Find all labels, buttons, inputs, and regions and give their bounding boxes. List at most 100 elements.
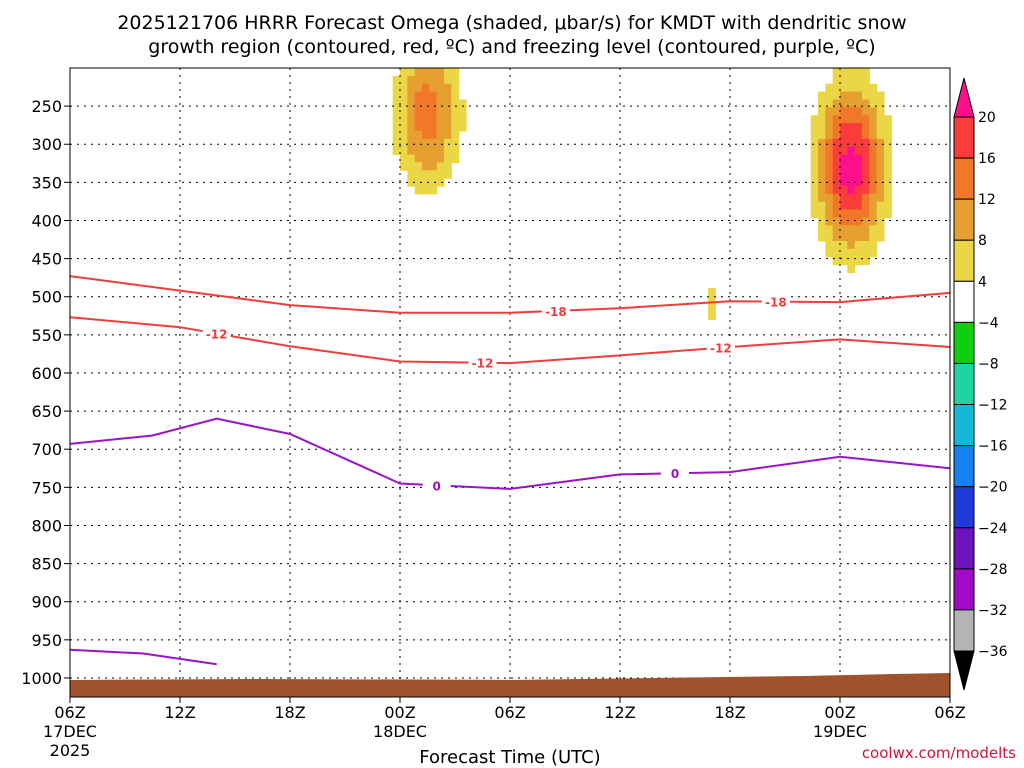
omega-cell: [429, 68, 438, 77]
omega-cell: [414, 138, 423, 148]
dgz-minus18-contour-label-bg: [761, 293, 790, 310]
omega-cell: [854, 248, 863, 258]
omega-cell: [458, 123, 467, 132]
omega-cell: [825, 170, 834, 179]
omega-cell: [847, 115, 856, 124]
omega-cell: [847, 185, 856, 195]
omega-cell: [422, 138, 430, 148]
colorbar-segment: [953, 280, 975, 323]
x-tick-label: 18Z: [274, 703, 305, 722]
omega-cell: [825, 83, 834, 93]
omega-cell: [862, 201, 870, 211]
omega-cell: [708, 288, 716, 297]
omega-cell: [422, 75, 430, 85]
omega-cell: [862, 233, 870, 242]
omega-cell: [832, 75, 841, 85]
omega-cell: [414, 107, 423, 116]
omega-cell: [810, 170, 819, 179]
omega-cell: [854, 193, 863, 203]
omega-cell: [847, 123, 856, 132]
omega-cell: [847, 99, 856, 108]
omega-cell: [847, 83, 856, 93]
omega-cell: [840, 233, 848, 242]
omega-cell: [847, 91, 856, 101]
omega-cell: [818, 130, 826, 140]
chart-title-line2: growth region (contoured, red, ºC) and f…: [148, 36, 875, 58]
omega-cell: [400, 123, 408, 132]
omega-cell: [876, 225, 885, 234]
omega-cell: [854, 162, 863, 171]
omega-cell: [451, 91, 460, 101]
omega-cell: [862, 256, 870, 266]
omega-cell: [414, 75, 423, 85]
omega-cell: [840, 201, 848, 211]
omega-cell: [825, 138, 834, 148]
omega-cell: [832, 91, 841, 101]
omega-cell: [840, 123, 848, 132]
omega-cell: [407, 178, 416, 187]
omega-cell: [869, 107, 878, 116]
omega-cell: [840, 178, 848, 187]
colorbar-tick-label: −36: [978, 644, 1008, 660]
omega-cell: [847, 256, 856, 266]
omega-cell: [818, 170, 826, 179]
omega-cell: [862, 248, 870, 258]
omega-cell: [444, 83, 452, 93]
omega-cell: [869, 248, 878, 258]
omega-cell: [854, 138, 863, 148]
omega-cell: [862, 99, 870, 108]
omega-cell: [818, 115, 826, 124]
omega-cell: [810, 185, 819, 195]
omega-cell: [444, 162, 452, 171]
omega-cell: [825, 248, 834, 258]
omega-cell: [444, 115, 452, 124]
omega-cell: [458, 99, 467, 108]
omega-cell: [825, 225, 834, 234]
x-tick-label: 06Z: [934, 703, 965, 722]
y-tick-label: 650: [31, 402, 62, 421]
omega-cell: [436, 123, 445, 132]
omega-cell: [876, 217, 885, 226]
omega-cell: [869, 91, 878, 101]
omega-cell: [810, 130, 819, 140]
omega-cell: [429, 115, 438, 124]
omega-cell: [407, 130, 416, 140]
x-tick-label: 06Z: [494, 703, 525, 722]
omega-cell: [414, 99, 423, 108]
omega-cell: [825, 162, 834, 171]
omega-cell: [708, 311, 716, 321]
omega-cell: [869, 178, 878, 187]
omega-cell: [429, 170, 438, 179]
omega-cell: [854, 170, 863, 179]
omega-cell: [400, 115, 408, 124]
omega-cell: [869, 185, 878, 195]
x-tick-label: 12Z: [604, 703, 635, 722]
omega-cell: [832, 99, 841, 108]
colorbar-tick-label: −12: [978, 398, 1008, 414]
omega-cell: [862, 178, 870, 187]
omega-cell: [876, 115, 885, 124]
omega-cell: [818, 193, 826, 203]
omega-cell: [392, 138, 401, 148]
omega-cell: [869, 83, 878, 93]
omega-cell: [818, 99, 826, 108]
omega-cell: [832, 209, 841, 218]
omega-cell: [840, 185, 848, 195]
omega-cell: [862, 217, 870, 226]
omega-cell: [825, 123, 834, 132]
omega-cell: [825, 154, 834, 163]
omega-cell: [825, 201, 834, 211]
contour-lines: -18 -18 -12 -12 -12 0 0: [70, 275, 950, 666]
omega-cell: [847, 209, 856, 218]
omega-cell: [436, 107, 445, 116]
freezing-level-contour-label: 0: [432, 479, 440, 493]
y-tick-label: 500: [31, 288, 62, 307]
omega-cell: [847, 130, 856, 140]
dgz-minus12-contour-label-bg: [706, 339, 735, 356]
omega-cell: [854, 185, 863, 195]
omega-cell: [869, 193, 878, 203]
omega-cell: [862, 91, 870, 101]
freezing-level-contour: [70, 417, 950, 490]
omega-cell: [869, 123, 878, 132]
